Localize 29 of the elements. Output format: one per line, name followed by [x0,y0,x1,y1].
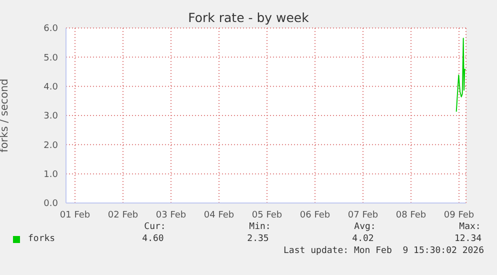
y-tick-label: 3.0 [44,112,58,122]
x-tick-label: 08 Feb [396,210,426,220]
text: Cur: [143,222,167,232]
x-tick-label: 01 Feb [60,210,90,220]
text: Last update: Mon Feb 9 15:30:02 2026 [284,246,484,256]
text: Max: [458,222,482,232]
x-tick-label: 04 Feb [204,210,234,220]
x-tick-label: 07 Feb [348,210,378,220]
legend-label: forks [28,234,56,244]
y-tick-label: 5.0 [44,53,58,64]
y-tick-label: 0.0 [44,199,58,210]
y-tick-label: 2.0 [44,140,58,151]
text: Min: [248,222,272,232]
x-tick-label: 03 Feb [156,210,186,220]
text: 4.02 [351,234,375,244]
x-tick-label: 06 Feb [300,210,330,220]
y-tick-label: 6.0 [44,24,58,34]
y-tick-label: 1.0 [44,170,58,180]
text: Avg: [353,222,377,232]
y-axis-title: forks / second [0,78,11,152]
chart-title: Fork rate - by week [187,10,310,25]
text: 4.60 [141,234,165,244]
text: 2.35 [246,234,270,244]
text: 12.34 [453,234,483,244]
x-tick-label: 02 Feb [108,210,138,220]
line-series [456,38,466,112]
x-tick-label: 09 Feb [444,210,474,220]
x-tick-label: 05 Feb [252,210,282,220]
y-tick-label: 4.0 [44,82,58,93]
